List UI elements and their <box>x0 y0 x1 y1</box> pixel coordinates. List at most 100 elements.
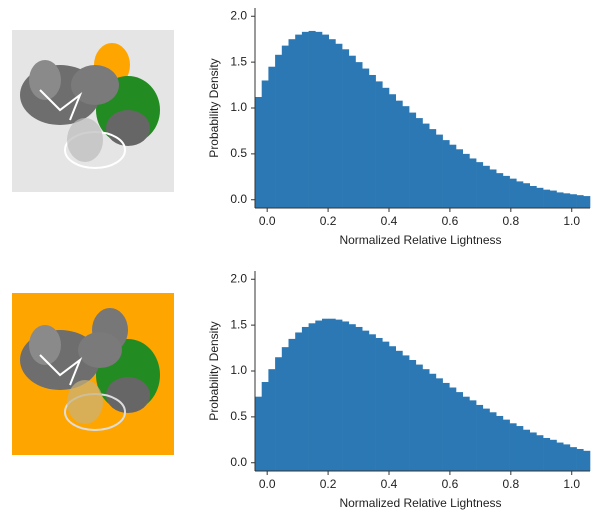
x-tick-label: 0.4 <box>381 214 398 228</box>
histogram-bar <box>342 321 350 471</box>
histogram-bar <box>402 106 410 208</box>
x-axis-label: Normalized Relative Lightness <box>339 233 501 247</box>
histogram-bar <box>355 326 363 471</box>
histogram-bar <box>442 382 450 471</box>
y-tick-label: 0.5 <box>230 409 247 423</box>
histogram-bar <box>375 81 383 208</box>
x-axis-label: Normalized Relative Lightness <box>339 496 501 510</box>
histogram-bar <box>288 39 296 209</box>
x-tick-label: 0.8 <box>502 214 519 228</box>
histogram-bar <box>529 432 537 471</box>
histogram-bar <box>389 94 396 208</box>
histogram-bar <box>315 320 323 471</box>
histogram-bar <box>335 43 343 208</box>
histogram-bar <box>308 323 316 471</box>
histogram-bar <box>315 31 323 208</box>
histogram-bar <box>476 404 484 471</box>
image-gray-background <box>12 30 174 192</box>
histogram-bar <box>288 338 296 471</box>
histogram-bar <box>275 54 283 209</box>
histogram-bar <box>502 175 510 208</box>
histogram-bar <box>328 39 336 209</box>
x-tick-label: 1.0 <box>563 214 580 228</box>
histogram-bar <box>348 324 356 471</box>
histogram-bar <box>348 55 356 208</box>
histogram-bar <box>456 149 463 208</box>
histogram-bar <box>275 357 283 471</box>
histogram-bar <box>563 444 571 471</box>
histogram-bar <box>422 369 430 471</box>
x-tick-label: 0.0 <box>259 214 276 228</box>
histogram-bar <box>415 364 423 471</box>
histogram-bar <box>362 330 370 471</box>
y-tick-label: 1.0 <box>230 100 247 114</box>
histogram-bar <box>261 80 269 208</box>
histogram-bar <box>308 30 316 209</box>
histogram-bar <box>563 193 571 208</box>
y-tick-label: 0.5 <box>230 146 247 160</box>
flower-illustration <box>20 43 160 169</box>
histogram-bar <box>523 183 530 208</box>
histogram-bar <box>409 112 417 208</box>
histogram-bar <box>543 437 551 471</box>
histogram-bar <box>516 426 524 471</box>
histogram-bar <box>462 396 470 471</box>
histogram-bar <box>469 400 477 471</box>
histogram-bar <box>435 378 443 471</box>
histogram-bar <box>268 369 276 471</box>
x-tick-label: 0.0 <box>259 477 276 491</box>
histogram-bar <box>462 153 470 208</box>
histogram-bar <box>529 185 537 208</box>
histogram-bar <box>322 34 329 209</box>
histogram-bar <box>556 192 564 208</box>
histogram-bar <box>449 387 457 471</box>
x-tick-label: 0.2 <box>320 477 337 491</box>
histogram-bar <box>328 318 336 471</box>
histogram-bar <box>301 31 309 208</box>
y-axis-label: Probability Density <box>207 321 221 420</box>
y-tick-label: 0.0 <box>230 455 247 469</box>
histogram-bar <box>496 173 504 208</box>
histogram-bar <box>375 337 383 471</box>
histogram-bar <box>355 62 363 208</box>
histogram-bar <box>255 396 262 471</box>
histogram-bar <box>509 178 517 208</box>
histogram-bar <box>409 359 417 471</box>
histogram-bar <box>429 129 437 208</box>
histogram-bar <box>368 74 376 209</box>
histogram-bar <box>335 319 343 471</box>
histogram-bar <box>583 196 591 208</box>
histogram-bar <box>255 96 262 208</box>
x-tick-label: 0.6 <box>442 214 459 228</box>
histogram-bar <box>576 448 584 471</box>
histogram-bar <box>422 123 430 208</box>
histogram-bar <box>368 334 376 471</box>
histogram-bar <box>569 194 577 208</box>
x-tick-label: 0.8 <box>502 477 519 491</box>
x-tick-label: 0.6 <box>442 477 459 491</box>
histogram-bar <box>429 373 437 471</box>
histogram-bar <box>476 162 484 208</box>
histogram-bar <box>509 423 517 471</box>
histogram-bar <box>442 140 450 208</box>
histogram-bar <box>268 66 276 208</box>
y-tick-label: 1.5 <box>230 317 247 331</box>
histogram-bar <box>489 169 497 208</box>
histogram-bar <box>543 189 551 208</box>
histogram-bar <box>322 318 329 471</box>
histogram-bar <box>402 355 410 471</box>
histogram-bar <box>362 68 370 208</box>
histogram-bar <box>342 49 350 208</box>
histogram-bar <box>469 158 477 208</box>
y-tick-label: 1.5 <box>230 54 247 68</box>
histogram-bar <box>382 87 390 208</box>
x-tick-label: 1.0 <box>563 477 580 491</box>
histogram-bar <box>502 419 510 471</box>
histogram-bar <box>556 442 564 471</box>
histogram-bar <box>395 100 403 208</box>
histogram-bar <box>496 415 504 471</box>
y-axis-label: Probability Density <box>207 58 221 157</box>
histogram-bar <box>415 118 423 208</box>
histogram-bar <box>482 408 490 471</box>
